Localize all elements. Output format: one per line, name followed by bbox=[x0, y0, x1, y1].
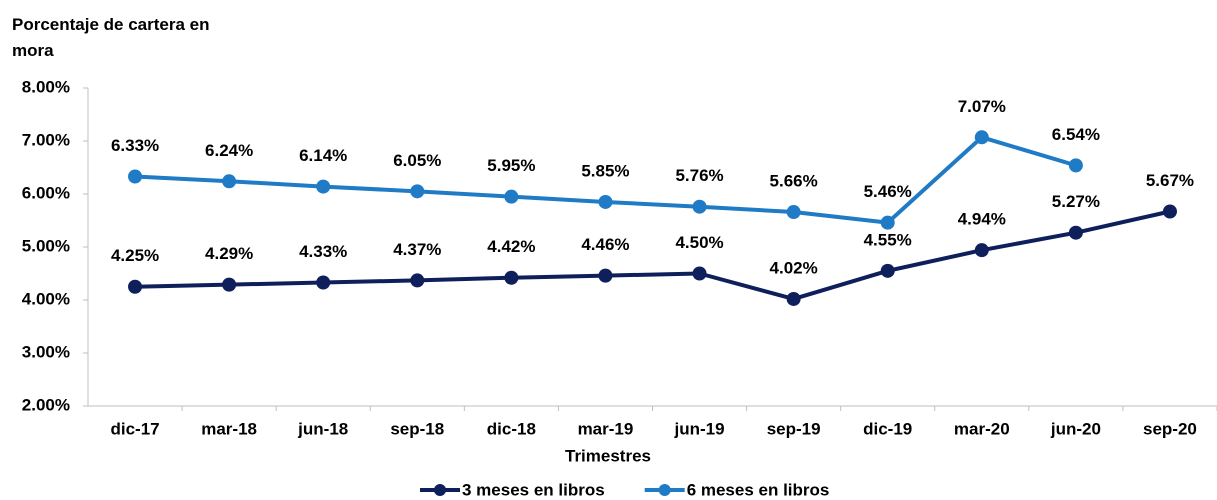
marker bbox=[974, 130, 989, 145]
marker bbox=[410, 273, 425, 288]
legend-label: 3 meses en libros bbox=[462, 480, 605, 499]
legend-marker bbox=[434, 484, 446, 496]
y-tick-label: 7.00% bbox=[22, 130, 70, 149]
data-label: 5.46% bbox=[864, 182, 912, 201]
marker bbox=[880, 263, 895, 278]
data-label: 4.46% bbox=[581, 235, 629, 254]
marker bbox=[598, 268, 613, 283]
data-label: 6.54% bbox=[1052, 125, 1100, 144]
marker bbox=[316, 179, 331, 194]
x-tick-label: dic-19 bbox=[863, 419, 912, 438]
y-tick-label: 5.00% bbox=[22, 236, 70, 255]
data-label: 5.27% bbox=[1052, 192, 1100, 211]
data-label: 4.29% bbox=[205, 244, 253, 263]
x-tick-label: sep-19 bbox=[767, 419, 821, 438]
y-tick-label: 3.00% bbox=[22, 342, 70, 361]
x-tick-label: mar-20 bbox=[954, 419, 1010, 438]
data-label: 4.55% bbox=[864, 230, 912, 249]
marker bbox=[222, 277, 237, 292]
data-label: 4.50% bbox=[675, 233, 723, 252]
marker bbox=[692, 266, 707, 281]
x-tick-label: mar-18 bbox=[201, 419, 257, 438]
y-tick-label: 8.00% bbox=[22, 77, 70, 96]
data-label: 4.33% bbox=[299, 242, 347, 261]
marker bbox=[1162, 204, 1177, 219]
x-tick-label: jun-18 bbox=[297, 419, 348, 438]
marker bbox=[504, 189, 519, 204]
marker bbox=[316, 275, 331, 290]
data-label: 6.24% bbox=[205, 141, 253, 160]
chart-title: Porcentaje de cartera en mora bbox=[12, 15, 210, 60]
legend-label: 6 meses en libros bbox=[687, 480, 830, 499]
marker bbox=[880, 215, 895, 230]
data-label: 6.05% bbox=[393, 151, 441, 170]
marker bbox=[128, 279, 143, 294]
data-label: 5.95% bbox=[487, 156, 535, 175]
x-tick-label: sep-18 bbox=[390, 419, 444, 438]
data-label: 7.07% bbox=[958, 97, 1006, 116]
y-tick-label: 6.00% bbox=[22, 183, 70, 202]
marker bbox=[598, 194, 613, 209]
marker bbox=[222, 174, 237, 189]
data-label: 4.37% bbox=[393, 240, 441, 259]
marker bbox=[786, 205, 801, 220]
marker bbox=[692, 199, 707, 214]
series-line bbox=[134, 209, 1171, 301]
data-label: 4.42% bbox=[487, 237, 535, 256]
y-tick-label: 2.00% bbox=[22, 395, 70, 414]
marker bbox=[410, 184, 425, 199]
legend-marker bbox=[658, 484, 671, 496]
data-label: 5.76% bbox=[675, 166, 723, 185]
y-tick-label: 4.00% bbox=[22, 289, 70, 308]
data-label: 4.94% bbox=[958, 210, 1006, 229]
marker bbox=[786, 291, 801, 306]
marker bbox=[128, 169, 143, 184]
x-tick-label: dic-18 bbox=[487, 419, 536, 438]
x-tick-label: jun-19 bbox=[674, 419, 725, 438]
data-label: 5.67% bbox=[1146, 171, 1194, 190]
x-tick-label: mar-19 bbox=[578, 419, 634, 438]
data-label: 6.33% bbox=[111, 136, 159, 155]
marker bbox=[1068, 158, 1083, 173]
data-label: 5.66% bbox=[770, 172, 818, 191]
x-tick-label: dic-17 bbox=[110, 419, 159, 438]
data-label: 4.25% bbox=[111, 246, 159, 265]
data-label: 5.85% bbox=[581, 161, 629, 180]
marker bbox=[1068, 225, 1083, 240]
data-label: 6.14% bbox=[299, 146, 347, 165]
x-tick-label: jun-20 bbox=[1050, 419, 1101, 438]
data-label: 4.02% bbox=[770, 258, 818, 277]
x-axis-label: Trimestres bbox=[565, 446, 651, 465]
x-tick-label: sep-20 bbox=[1143, 419, 1197, 438]
marker bbox=[504, 270, 519, 285]
marker bbox=[974, 243, 989, 258]
